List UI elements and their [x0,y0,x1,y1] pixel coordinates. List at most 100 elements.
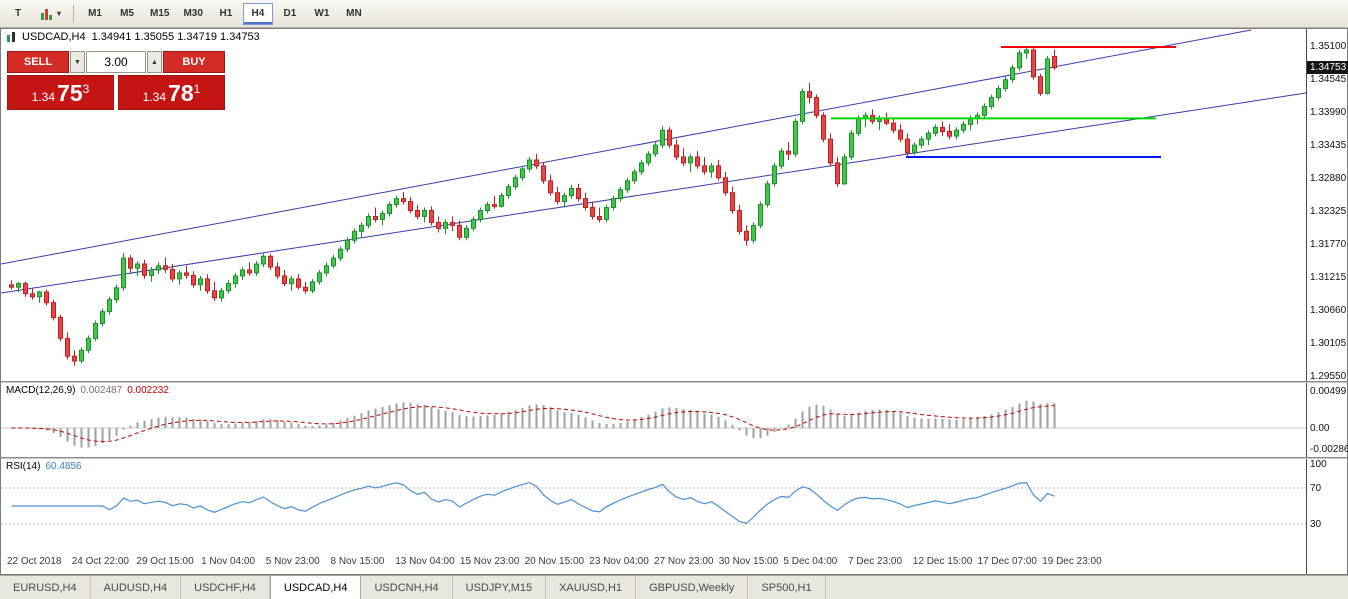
trendline[interactable] [1,92,1306,294]
candle [716,165,721,179]
price-chart-plot[interactable] [1,29,1306,381]
price-axis-label: 1.32325 [1310,206,1347,217]
timeframe-m30[interactable]: M30 [183,8,203,19]
rsi-plot[interactable] [1,459,1306,551]
tab-eurusd-h4[interactable]: EURUSD,H4 [0,576,91,599]
candle [163,265,168,270]
candle [723,177,728,194]
candle [359,224,364,232]
candle [506,186,511,197]
rsi-label: RSI(14) [6,461,41,472]
tab-usdjpy-m15[interactable]: USDJPY,M15 [453,576,547,599]
candle [548,180,553,194]
candle [639,162,644,173]
price-axis-label: 1.29550 [1310,371,1347,382]
candle [317,272,322,283]
price-axis-label: 1.30660 [1310,305,1347,316]
time-axis-label: 23 Nov 04:00 [589,556,649,567]
candle [296,278,301,288]
candle [485,204,490,212]
candle [282,275,287,285]
tab-audusd-h4[interactable]: AUDUSD,H4 [91,576,182,599]
candle [450,221,455,226]
price-scale[interactable]: 1.35100 1.34545 1.33990 1.33435 1.32880 1.323… [1306,29,1348,382]
candle [79,349,84,362]
candle [499,195,504,207]
chart-settings-button[interactable]: ▾ [35,3,67,25]
sell-price-display[interactable]: 1.34 75 3 [7,75,114,110]
candle [786,150,791,155]
volume-input[interactable] [86,51,146,73]
rsi-scale[interactable]: 100 70 30 [1306,459,1347,551]
candle [492,204,497,207]
tab-sp500-h1[interactable]: SP500,H1 [748,576,826,599]
candle [464,227,469,238]
timeframe-mn[interactable]: MN [346,8,362,19]
timeframe-h1[interactable]: H1 [219,8,233,19]
time-scale[interactable]: 22 Oct 2018 24 Oct 22:00 29 Oct 15:00 1 Nov… [1,551,1306,574]
candle [919,138,924,146]
candle [51,302,56,319]
candle [562,195,567,203]
ohlc-values: 1.34941 1.35055 1.34719 1.34753 [91,31,260,43]
candle [541,165,546,182]
buy-button[interactable]: BUY [163,51,225,73]
buy-price-display[interactable]: 1.34 78 1 [118,75,225,110]
buy-price-prefix: 1.34 [142,90,167,104]
candle [65,337,70,357]
chart-window: USDCAD,H4 1.34941 1.35055 1.34719 1.3475… [0,28,1348,575]
candle [513,177,518,188]
candle [324,265,329,274]
timeframe-m15[interactable]: M15 [150,8,170,19]
timeframe-m5[interactable]: M5 [120,8,134,19]
candle [9,284,14,288]
price-panel-row: USDCAD,H4 1.34941 1.35055 1.34719 1.3475… [1,29,1348,382]
macd-axis-label: 0.00499 [1310,386,1347,397]
candle [44,291,49,304]
volume-decrease-button[interactable]: ▼ [70,51,85,73]
panel-divider[interactable] [1,457,1347,459]
tab-usdchf-h4[interactable]: USDCHF,H4 [181,576,270,599]
candle [408,201,413,212]
timeframe-m1[interactable]: M1 [88,8,102,19]
macd-header: MACD(12,26,9) 0.002487 0.002232 [6,385,169,396]
panel-divider[interactable] [1,381,1347,383]
candle [422,210,427,217]
candle [436,221,441,229]
timeframe-d1[interactable]: D1 [283,8,297,19]
candle [807,91,812,98]
candle [310,281,315,292]
candle [373,216,378,220]
candle [772,165,777,185]
time-axis-label: 8 Nov 15:00 [330,556,385,567]
trendline[interactable] [1,29,1252,265]
macd-main-value: 0.002487 [80,385,123,396]
candle [758,204,763,226]
tab-xauusd-h1[interactable]: XAUUSD,H1 [546,576,637,599]
toolbar-partial-button[interactable]: T [14,8,22,19]
candle [709,165,714,173]
tab-usdcad-h4[interactable]: USDCAD,H4 [269,576,362,599]
rsi-value: 60.4856 [45,461,82,472]
candle [569,188,574,197]
time-axis-label: 17 Dec 07:00 [977,556,1038,567]
timeframe-w1[interactable]: W1 [314,8,330,19]
candle [380,213,385,220]
sell-button[interactable]: SELL [7,51,69,73]
candle [688,156,693,164]
candle [289,278,294,285]
tab-usdcnh-h4[interactable]: USDCNH,H4 [361,576,453,599]
candle [604,207,609,220]
candle [72,355,77,362]
timeframe-h4[interactable]: H4 [242,2,273,25]
candle [597,216,602,220]
macd-plot[interactable] [1,383,1306,457]
time-axis-label: 22 Oct 2018 [7,556,62,567]
rsi-plot-area: RSI(14) 60.4856 [1,459,1306,551]
current-price-tag: 1.34753 [1307,60,1348,74]
volume-increase-button[interactable]: ▲ [147,51,162,73]
candle [226,283,231,292]
candle [695,156,700,167]
tab-gbpusd-weekly[interactable]: GBPUSD,Weekly [636,576,749,599]
macd-scale[interactable]: 0.00499 0.00 -0.00286 [1306,383,1348,457]
